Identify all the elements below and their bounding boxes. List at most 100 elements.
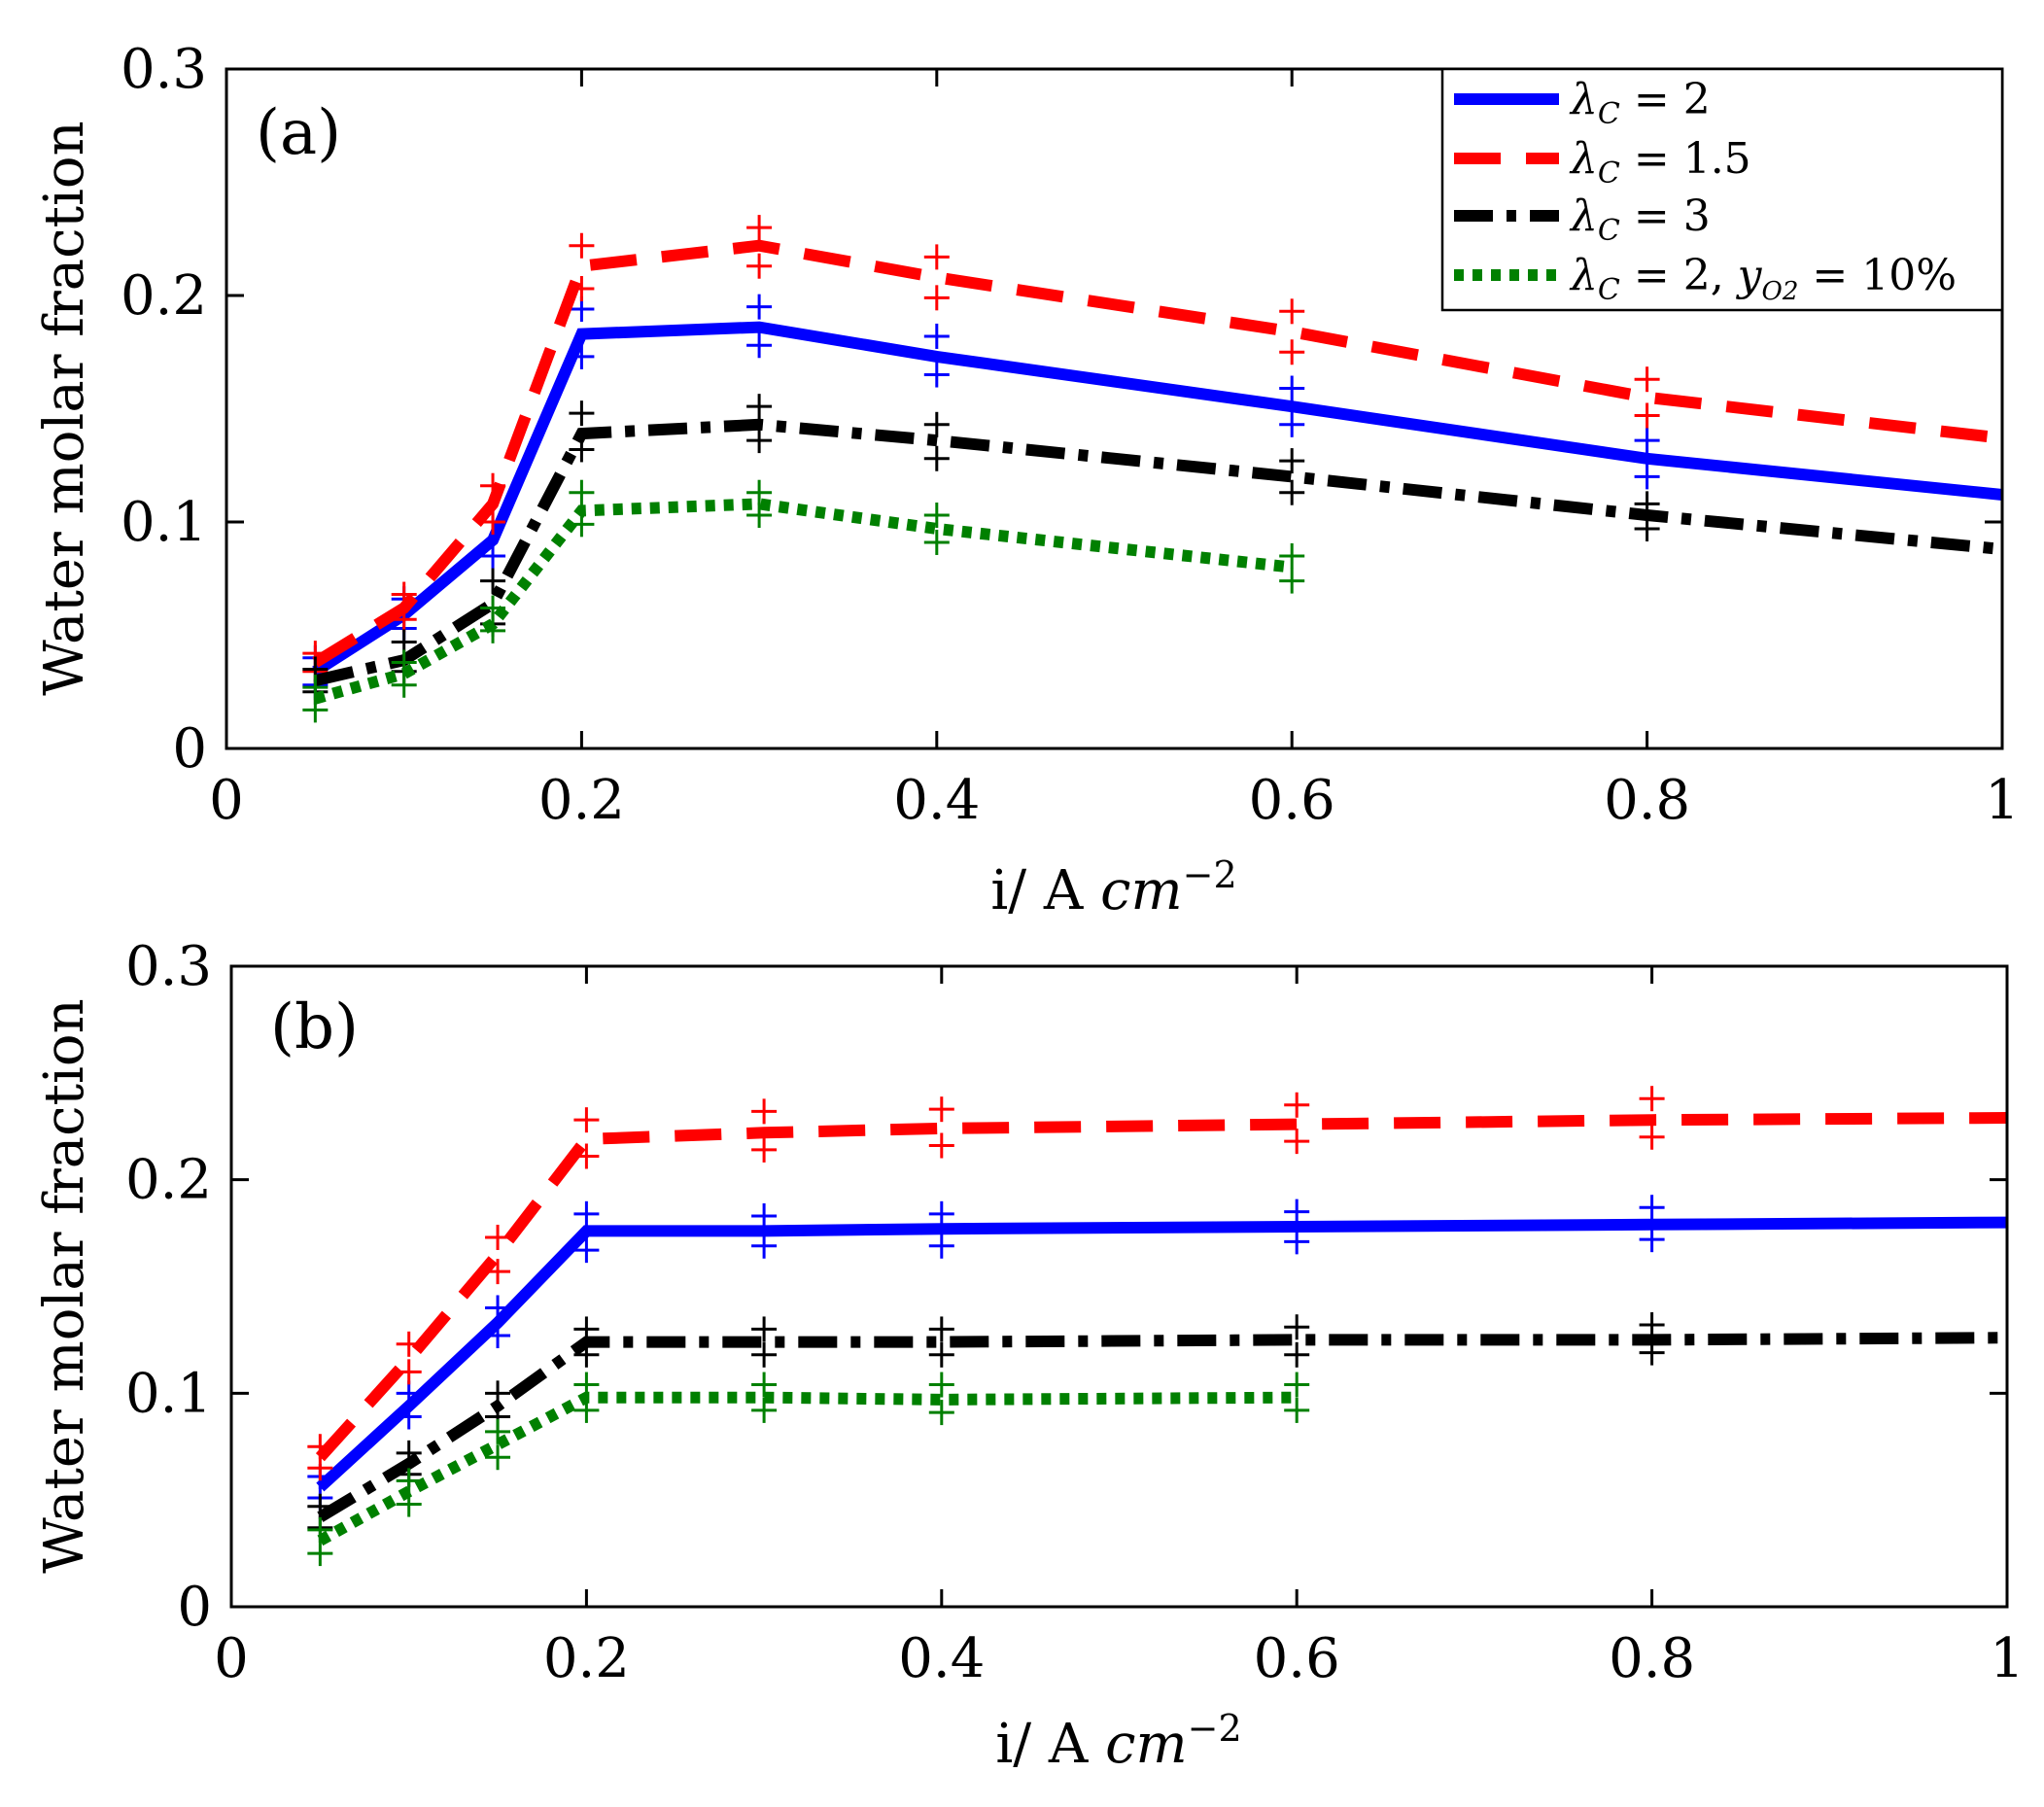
error-marker-lc2-b-5-lower (928, 1233, 954, 1259)
x-axis-label-b-sup: −2 (1188, 1707, 1242, 1750)
error-marker-lc2o2-a-6-lower (1279, 568, 1305, 594)
error-marker-lc2o2-a-4-upper (746, 479, 773, 505)
x-tick-label-b-4: 0.8 (1609, 1627, 1695, 1690)
error-marker-lc15-b-1-upper (396, 1331, 422, 1357)
error-marker-lc15-b-4-lower (751, 1136, 778, 1163)
error-marker-lc2-a-2-lower (480, 542, 506, 569)
error-marker-lc2o2-b-3-lower (573, 1397, 600, 1423)
series-line-lc3-a (314, 418, 2003, 686)
error-marker-lc2o2-a-1-lower (391, 672, 417, 698)
legend-entry-lc3: λC = 3 (1454, 191, 1711, 248)
legend-lc2o2-tail: = 2, (1620, 251, 1738, 300)
chart-panel-a: 0 0.2 0.4 0.6 0.8 1 0 0.1 0.2 0.3 (a) i/ A cm−2 W… (33, 38, 2020, 922)
error-marker-lc3-b-3-lower (573, 1341, 600, 1368)
legend-lc2-tail: = 2 (1620, 75, 1711, 124)
legend-lc3-base: λ (1569, 191, 1598, 241)
error-marker-lc15-b-1-lower (396, 1359, 422, 1385)
y-tick-label-a-1: 0.1 (121, 491, 207, 554)
error-marker-lc2o2-b-6-lower (1284, 1397, 1310, 1423)
error-marker-lc2-b-6-upper (1284, 1199, 1310, 1225)
error-marker-lc3-b-3-upper (573, 1316, 600, 1342)
error-marker-lc2o2-b-0-upper (307, 1516, 333, 1543)
error-marker-lc2-a-7-lower (1634, 464, 1660, 490)
error-marker-lc3-b-6-upper (1284, 1314, 1310, 1340)
legend-lc3-sub: C (1598, 214, 1620, 248)
series-line-lc3-b (317, 1332, 2008, 1522)
x-tick-label-a-3: 0.6 (1249, 769, 1335, 832)
error-marker-lc3-a-6-upper (1279, 448, 1305, 474)
error-marker-lc2-a-4-lower (746, 332, 773, 359)
error-marker-lc2-b-7-upper (1639, 1195, 1665, 1221)
series-line-lc2o2-a (313, 498, 1293, 705)
legend-lc2o2-tail2: = 10% (1798, 251, 1957, 300)
error-marker-lc15-b-2-upper (485, 1224, 511, 1250)
error-marker-lc15-b-5-upper (928, 1096, 954, 1123)
error-marker-lc15-a-6-upper (1279, 298, 1305, 325)
x-axis-label-a: i/ A cm−2 (990, 853, 1236, 922)
series-line-lc15-a (312, 239, 2003, 668)
x-tick-label-a-1: 0.2 (538, 769, 625, 832)
error-marker-lc2o2-b-4-upper (751, 1372, 778, 1398)
error-marker-lc2o2-a-0-lower (302, 697, 329, 723)
error-marker-lc2o2-b-1-upper (396, 1468, 422, 1494)
legend-lc15-base: λ (1569, 134, 1598, 184)
error-marker-lc2o2-b-2-upper (485, 1418, 511, 1444)
error-marker-lc2-b-4-upper (751, 1203, 778, 1230)
error-marker-lc2o2-a-2-upper (480, 595, 506, 621)
error-marker-lc15-b-2-lower (485, 1259, 511, 1285)
error-marker-lc3-a-2-upper (480, 568, 506, 594)
error-marker-lc15-a-5-lower (923, 285, 950, 311)
error-marker-lc3-a-3-upper (569, 400, 595, 427)
error-marker-lc2o2-a-5-upper (923, 503, 950, 529)
series-line-lc2-b (316, 1216, 2008, 1492)
error-marker-lc2-b-3-lower (573, 1237, 600, 1264)
series-line-lc15-b (315, 1112, 2008, 1462)
y-axis-label-b: Water molar fraction (33, 998, 96, 1573)
error-marker-lc15-b-0-upper (307, 1434, 333, 1460)
panel-label-a: (a) (256, 97, 341, 169)
error-marker-lc15-b-7-upper (1639, 1086, 1665, 1112)
error-marker-lc15-a-4-upper (746, 215, 773, 241)
x-axis-label-b-plain: i/ A (995, 1713, 1105, 1776)
error-marker-lc15-a-7-upper (1634, 366, 1660, 393)
error-marker-lc15-a-5-upper (923, 244, 950, 270)
error-marker-lc2-b-7-lower (1639, 1227, 1665, 1253)
error-marker-lc2o2-a-3-upper (569, 479, 595, 505)
error-marker-lc2-b-1-lower (396, 1404, 422, 1430)
error-marker-lc3-b-6-lower (1284, 1341, 1310, 1368)
x-axis-label-a-italic: cm (1100, 859, 1182, 922)
error-marker-lc2o2-a-5-lower (923, 529, 950, 555)
error-marker-lc15-a-2-upper (480, 472, 506, 499)
error-marker-lc3-b-2-upper (485, 1380, 511, 1407)
error-marker-lc2o2-b-6-upper (1284, 1372, 1310, 1398)
y-tick-label-b-3: 0.3 (125, 935, 212, 998)
error-marker-lc2-a-6-upper (1279, 375, 1305, 401)
error-marker-lc3-b-0-upper (307, 1493, 333, 1519)
error-marker-lc15-a-1-lower (391, 607, 417, 633)
legend-entry-lc15: λC = 1.5 (1454, 134, 1751, 191)
x-axis-label-a-plain: i/ A (990, 859, 1100, 922)
legend-lc2-base: λ (1569, 75, 1598, 124)
error-marker-lc15-a-1-upper (391, 581, 417, 608)
axes-box-b (229, 964, 2009, 1609)
error-marker-lc15-b-0-lower (307, 1455, 333, 1481)
legend-lc2o2-base2: y (1736, 251, 1763, 300)
error-marker-lc3-b-5-upper (928, 1316, 954, 1342)
error-marker-lc2o2-a-2-lower (480, 617, 506, 643)
error-marker-lc2-b-1-upper (396, 1380, 422, 1407)
error-marker-lc3-a-5-lower (923, 445, 950, 471)
x-tick-label-b-3: 0.6 (1254, 1627, 1340, 1690)
y-axis-label-a: Water molar fraction (33, 121, 96, 695)
error-marker-lc2-a-6-lower (1279, 411, 1305, 437)
error-marker-lc2o2-b-1-lower (396, 1491, 422, 1517)
error-marker-lc2-b-2-upper (485, 1295, 511, 1321)
x-tick-label-b-1: 0.2 (543, 1627, 630, 1690)
error-marker-lc2o2-a-4-lower (746, 503, 773, 529)
error-marker-lc3-b-1-upper (396, 1440, 422, 1466)
error-marker-lc2o2-a-0-upper (302, 675, 329, 701)
legend: λC = 2 λC = 1.5 λC = 3 λC = 2, yO2 = 10% (1440, 67, 2004, 312)
error-marker-lc2o2-a-3-lower (569, 511, 595, 538)
error-marker-lc2-b-2-lower (485, 1323, 511, 1349)
legend-lc2-sub: C (1598, 97, 1620, 131)
error-marker-lc2-a-7-upper (1634, 428, 1660, 454)
